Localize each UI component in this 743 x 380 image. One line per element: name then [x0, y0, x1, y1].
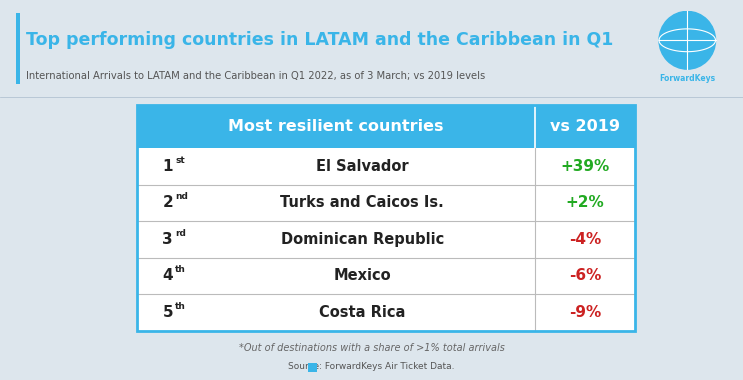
- Text: 3: 3: [163, 232, 173, 247]
- Text: 1: 1: [163, 159, 173, 174]
- Text: 4: 4: [163, 268, 173, 283]
- Text: nd: nd: [175, 192, 188, 201]
- Text: th: th: [175, 265, 186, 274]
- Text: 2: 2: [163, 195, 173, 211]
- Text: st: st: [175, 156, 185, 165]
- Text: -6%: -6%: [569, 268, 601, 283]
- Text: *Out of destinations with a share of >1% total arrivals: *Out of destinations with a share of >1%…: [239, 343, 504, 353]
- Text: Source: ForwardKeys Air Ticket Data.: Source: ForwardKeys Air Ticket Data.: [288, 362, 455, 371]
- Text: Mexico: Mexico: [334, 268, 391, 283]
- Text: -9%: -9%: [569, 305, 601, 320]
- Text: -4%: -4%: [569, 232, 601, 247]
- Text: Most resilient countries: Most resilient countries: [228, 119, 444, 134]
- Text: 5: 5: [163, 305, 173, 320]
- Circle shape: [659, 11, 716, 69]
- Text: th: th: [175, 302, 186, 311]
- Text: Dominican Republic: Dominican Republic: [281, 232, 444, 247]
- Text: vs 2019: vs 2019: [550, 119, 620, 134]
- Text: +2%: +2%: [565, 195, 605, 211]
- Text: ForwardKeys: ForwardKeys: [659, 74, 716, 83]
- Text: El Salvador: El Salvador: [316, 159, 409, 174]
- Text: Costa Rica: Costa Rica: [319, 305, 406, 320]
- Text: rd: rd: [175, 229, 186, 238]
- Text: Top performing countries in LATAM and the Caribbean in Q1: Top performing countries in LATAM and th…: [26, 31, 614, 49]
- Text: Turks and Caicos Is.: Turks and Caicos Is.: [280, 195, 444, 211]
- Text: +39%: +39%: [560, 159, 610, 174]
- Text: International Arrivals to LATAM and the Caribbean in Q1 2022, as of 3 March; vs : International Arrivals to LATAM and the …: [26, 71, 485, 81]
